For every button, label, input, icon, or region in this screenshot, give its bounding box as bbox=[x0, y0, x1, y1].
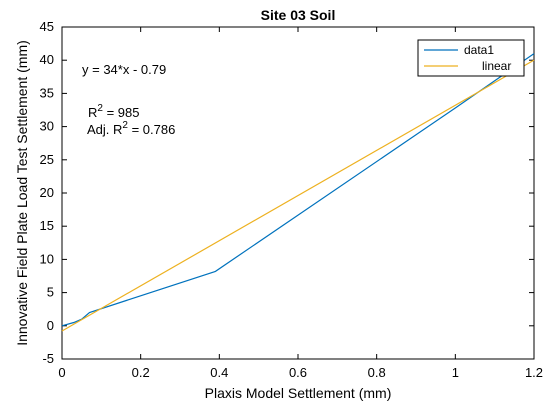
y-tick-label: -5 bbox=[42, 351, 54, 366]
x-tick-label: 0.2 bbox=[132, 365, 150, 380]
y-axis-ticks: -5 0 5 10 15 20 25 30 35 40 45 bbox=[40, 19, 534, 366]
fit-equation: y = 34*x - 0.79 bbox=[82, 62, 166, 77]
plot-area bbox=[61, 26, 535, 360]
adj-r-squared-text: Adj. R2 = 0.786 bbox=[87, 120, 175, 137]
series-layer bbox=[61, 53, 535, 332]
y-tick-label: 45 bbox=[40, 19, 54, 34]
y-tick-label: 30 bbox=[40, 119, 54, 134]
x-axis-label: Plaxis Model Settlement (mm) bbox=[205, 385, 392, 401]
y-tick-label: 40 bbox=[40, 52, 54, 67]
y-tick-label: 35 bbox=[40, 85, 54, 100]
legend: data1 linear bbox=[417, 39, 525, 77]
adj-r-squared-prefix: Adj. R bbox=[87, 122, 122, 137]
adj-r-squared-superscript: 2 bbox=[122, 120, 128, 131]
y-tick-label: 5 bbox=[47, 285, 54, 300]
y-axis-label: Innovative Field Plate Load Test Settlem… bbox=[14, 40, 30, 346]
y-tick-label: 25 bbox=[40, 152, 54, 167]
legend-label-linear: linear bbox=[482, 59, 511, 73]
series-line-linear bbox=[61, 59, 535, 332]
r-squared-text: R2 = 985 bbox=[88, 103, 139, 120]
y-tick-label: 0 bbox=[47, 318, 54, 333]
legend-box bbox=[417, 39, 525, 77]
x-tick-label: 0 bbox=[58, 365, 65, 380]
x-tick-label: 1 bbox=[452, 365, 459, 380]
x-tick-label: 1.2 bbox=[525, 365, 543, 380]
y-tick-label: 10 bbox=[40, 251, 54, 266]
y-tick-label: 20 bbox=[40, 185, 54, 200]
legend-label-data1: data1 bbox=[464, 43, 494, 57]
series-line-data1 bbox=[61, 53, 535, 327]
adj-r-squared-value: = 0.786 bbox=[128, 122, 175, 137]
r-squared-value: = 985 bbox=[103, 105, 140, 120]
x-tick-label: 0.8 bbox=[368, 365, 386, 380]
x-tick-label: 0.6 bbox=[289, 365, 307, 380]
x-tick-label: 0.4 bbox=[210, 365, 228, 380]
r-squared-superscript: 2 bbox=[97, 103, 103, 114]
x-axis-ticks: 0 0.2 0.4 0.6 0.8 1 1.2 bbox=[58, 27, 543, 380]
chart-title: Site 03 Soil bbox=[261, 7, 336, 23]
y-tick-label: 15 bbox=[40, 218, 54, 233]
r-squared-prefix: R bbox=[88, 105, 97, 120]
